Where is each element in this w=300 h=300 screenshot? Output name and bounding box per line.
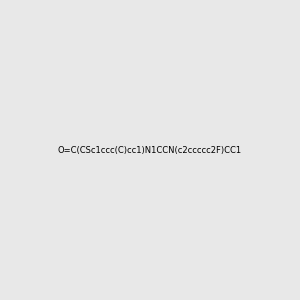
Text: O=C(CSc1ccc(C)cc1)N1CCN(c2ccccc2F)CC1: O=C(CSc1ccc(C)cc1)N1CCN(c2ccccc2F)CC1 [58, 146, 242, 154]
